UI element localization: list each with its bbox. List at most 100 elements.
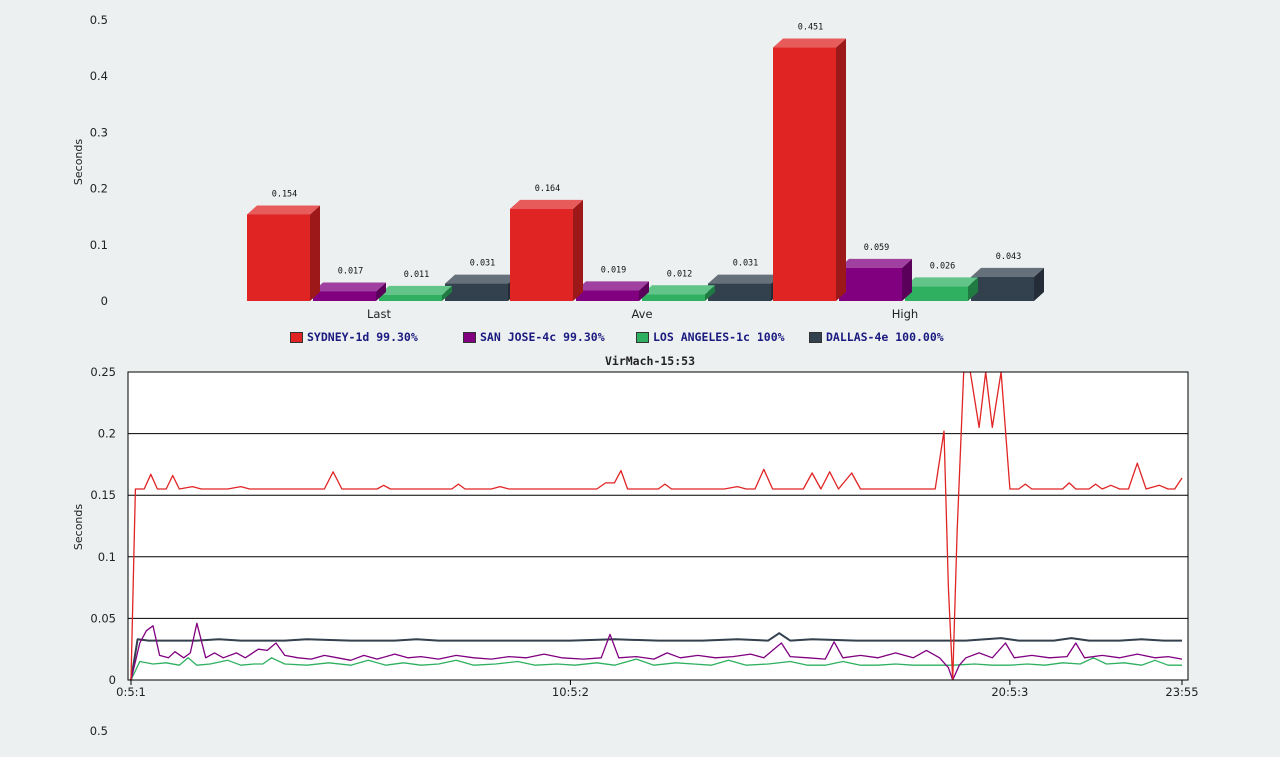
line-y-tick-label: 0.1: [98, 550, 116, 564]
bar-x-tick-label: Last: [367, 307, 391, 321]
bar-side-face: [968, 277, 978, 301]
bar-front-face: [576, 290, 639, 301]
bar-top-face: [905, 277, 978, 287]
bar-top-face: [708, 274, 781, 284]
bar-front-face: [773, 47, 836, 302]
line-x-tick-label: 20:5:3: [991, 685, 1028, 699]
plot-frame: [127, 371, 1189, 681]
bar-value-label: 0.011: [404, 270, 430, 280]
bar-y-tick-label: 0.2: [90, 182, 108, 196]
bar-front-face: [971, 276, 1034, 301]
line-series-los-angeles-1c: [130, 657, 1182, 680]
legend-label-dallas: DALLAS-4e 100.00%: [826, 330, 944, 344]
bar: [642, 285, 715, 301]
bar: [905, 277, 978, 301]
line-series-sydney-1d: [130, 372, 1183, 680]
bar-value-label: 0.026: [930, 261, 956, 271]
bar-value-label: 0.017: [338, 266, 364, 276]
line-y-axis-label: Seconds: [72, 504, 85, 550]
legend-swatch-los-angeles: [636, 331, 649, 343]
bar-top-face: [773, 38, 846, 48]
bar-top-face: [839, 258, 912, 268]
line-x-tick-label: 0:5:1: [116, 685, 146, 699]
line-y-tick-label: 0.15: [90, 488, 116, 502]
bar: [576, 281, 649, 301]
bar-value-label: 0.031: [470, 259, 496, 269]
bar-value-label: 0.043: [996, 252, 1022, 262]
line-y-tick-label: 0.05: [90, 611, 116, 625]
legend-label-los-angeles: LOS ANGELES-1c 100%: [653, 330, 785, 344]
line-y-tick-label: 0.25: [90, 365, 116, 379]
bar-y-tick-label: 0.1: [90, 238, 108, 252]
bar: [839, 258, 912, 301]
bar-side-face: [705, 285, 715, 301]
bar-value-label: 0.451: [798, 23, 824, 33]
bar: [379, 285, 452, 301]
lower-chart-peek-tick: 0.5: [90, 724, 108, 738]
bar: [247, 205, 320, 301]
bar-front-face: [905, 286, 968, 301]
bar-side-face: [573, 199, 583, 301]
line-chart-title: VirMach-15:53: [605, 354, 695, 368]
bar: [313, 282, 386, 301]
bar-top-face: [379, 285, 452, 295]
line-y-tick-label: 0: [109, 673, 116, 687]
bar-y-tick-label: 0: [101, 294, 108, 308]
bar: [971, 267, 1044, 301]
bar-front-face: [642, 294, 705, 301]
bar-x-tick-label: High: [892, 307, 918, 321]
bar: [708, 274, 781, 301]
legend-label-san-jose: SAN JOSE-4c 99.30%: [480, 330, 605, 344]
bar: [773, 38, 846, 302]
bar-value-label: 0.154: [272, 189, 298, 199]
legend-swatch-san-jose: [463, 331, 476, 343]
bar: [445, 274, 518, 301]
legend-item-sydney: SYDNEY-1d 99.30%: [290, 329, 418, 345]
line-y-tick-label: 0.2: [98, 427, 116, 441]
bar-front-face: [379, 294, 442, 301]
legend-item-san-jose: SAN JOSE-4c 99.30%: [463, 329, 605, 345]
bar-value-label: 0.164: [535, 184, 561, 194]
bar-top-face: [247, 205, 320, 215]
bar-front-face: [510, 208, 573, 301]
legend-swatch-dallas: [809, 331, 822, 343]
bar-side-face: [442, 285, 452, 301]
bar-top-face: [510, 199, 583, 209]
legend-label-sydney: SYDNEY-1d 99.30%: [307, 330, 418, 344]
legend-item-dallas: DALLAS-4e 100.00%: [809, 329, 944, 345]
bar-y-tick-label: 0.5: [90, 13, 108, 27]
bar-value-label: 0.019: [601, 265, 627, 275]
bar-value-label: 0.012: [667, 269, 693, 279]
bar-x-tick-label: Ave: [631, 307, 652, 321]
bar-top-face: [642, 285, 715, 295]
bar-side-face: [310, 205, 320, 301]
legend-item-los-angeles: LOS ANGELES-1c 100%: [636, 329, 785, 345]
bar-side-face: [639, 281, 649, 301]
bar-front-face: [839, 267, 902, 301]
bar-y-tick-label: 0.3: [90, 125, 108, 139]
bar-front-face: [247, 214, 310, 301]
bar-front-face: [708, 283, 771, 301]
bar-front-face: [313, 291, 376, 301]
bar-value-label: 0.059: [864, 243, 890, 253]
line-chart: VirMach-15:53 Seconds 0.5 0 0.05 0.1 0.15 0.…: [72, 354, 1199, 738]
bar-front-face: [445, 283, 508, 301]
bar-top-face: [576, 281, 649, 291]
line-x-tick-label: 23:55: [1165, 685, 1198, 699]
bar-chart: Seconds 0 0.1 0.2 0.3 0.4 0.5 0.031 0.011 0.017 0…: [72, 13, 1044, 321]
bar-side-face: [902, 258, 912, 301]
bar-top-face: [313, 282, 386, 292]
bar-y-tick-label: 0.4: [90, 69, 108, 83]
line-series-san-jose-4c: [130, 622, 1183, 680]
bar-side-face: [376, 282, 386, 301]
bar-y-axis-label: Seconds: [72, 139, 85, 185]
bar-side-face: [1034, 267, 1044, 301]
plot-area: [128, 372, 1188, 680]
legend-swatch-sydney: [290, 331, 303, 343]
line-x-tick-label: 10:5:2: [552, 685, 589, 699]
bar-top-face: [971, 267, 1044, 277]
bar: [510, 199, 583, 301]
bar-value-label: 0.031: [733, 259, 759, 269]
line-series-dallas-4e: [130, 632, 1182, 680]
